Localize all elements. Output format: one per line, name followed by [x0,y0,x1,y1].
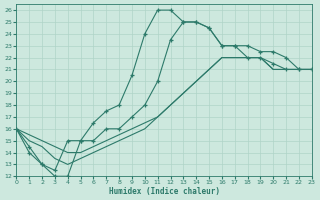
X-axis label: Humidex (Indice chaleur): Humidex (Indice chaleur) [108,187,220,196]
